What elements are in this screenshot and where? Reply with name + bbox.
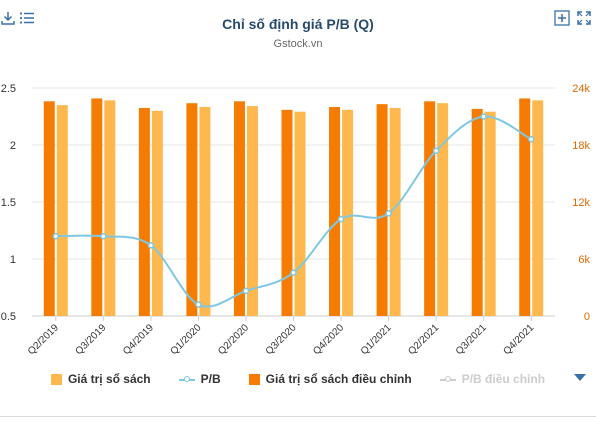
bar-book-value <box>294 111 306 316</box>
download-icon[interactable] <box>0 10 16 26</box>
legend: Giá trị sổ sách P/B Giá trị sổ sách điều c… <box>0 372 596 386</box>
bar-adjusted-book-value <box>186 103 198 316</box>
bar-book-value <box>342 109 354 316</box>
legend-item[interactable]: Giá trị sổ sách <box>50 372 151 386</box>
pb-point <box>242 287 250 295</box>
bar-adjusted-book-value <box>43 101 55 316</box>
x-axis-tick-label: Q2/2021 <box>406 322 441 357</box>
bar-adjusted-book-value <box>424 101 436 316</box>
left-axis-tick-label: 0.5 <box>1 311 16 323</box>
legend-swatch <box>248 373 260 385</box>
divider <box>0 416 596 417</box>
x-axis-tick-label: Q4/2021 <box>501 322 536 357</box>
right-axis-tick-label: 24k <box>572 83 590 95</box>
right-axis-tick-label: 18k <box>572 140 590 152</box>
right-axis-tick-label: 6k <box>578 254 590 266</box>
bar-adjusted-book-value <box>233 101 245 316</box>
chart-area: 0.5 1 1.5 2 2.5 0 6k 12k 18k 24k Q2/2019 Q3/2019 Q4/… <box>1 83 591 357</box>
bar-adjusted-book-value <box>376 104 388 317</box>
bar-book-value <box>246 106 258 316</box>
fullscreen-icon[interactable] <box>576 10 592 26</box>
bar-adjusted-book-value <box>329 107 341 316</box>
x-axis-tick-label: Q2/2019 <box>26 322 61 357</box>
x-axis-tick-label: Q4/2020 <box>311 322 346 357</box>
pb-point <box>100 232 107 240</box>
bar-adjusted-book-value <box>91 98 103 316</box>
legend-next-icon[interactable] <box>574 374 586 381</box>
bar-book-value <box>56 105 68 316</box>
bar-adjusted-book-value <box>471 108 483 317</box>
bar-book-value <box>437 103 449 316</box>
legend-label: Giá trị sổ sách <box>67 372 151 386</box>
pb-point <box>480 113 487 120</box>
x-axis-tick-label: Q4/2019 <box>121 322 156 357</box>
toolbar-right <box>554 10 592 26</box>
pb-point <box>290 269 297 276</box>
legend-item[interactable]: P/B điều chỉnh <box>439 372 546 386</box>
x-axis-tick-label: Q3/2021 <box>454 322 489 357</box>
x-axis-tick-label: Q3/2020 <box>264 322 299 357</box>
toolbar-left <box>0 10 35 26</box>
x-axis-tick-label: Q1/2021 <box>359 322 394 357</box>
pb-point <box>432 147 440 154</box>
bar-book-value <box>104 100 116 316</box>
pb-point <box>195 301 202 308</box>
bar-book-value <box>484 111 496 316</box>
chart-subtitle: Gstock.vn <box>273 38 323 50</box>
right-axis-tick-label: 0 <box>584 311 590 323</box>
bar-book-value <box>151 110 163 316</box>
pb-point <box>527 136 535 143</box>
legend-item[interactable]: P/B <box>178 372 221 386</box>
left-axis-tick-label: 1.5 <box>1 197 16 209</box>
legend-label: P/B điều chỉnh <box>461 372 546 386</box>
legend-item[interactable]: Giá trị sổ sách điều chỉnh <box>248 372 412 386</box>
chart-title: Chỉ số định giá P/B (Q) <box>222 16 374 32</box>
left-axis-tick-label: 2.5 <box>1 83 16 95</box>
x-axis-tick-label: Q3/2019 <box>74 322 109 357</box>
x-axis-tick-label: Q2/2020 <box>216 322 251 357</box>
legend-label: P/B <box>200 372 221 386</box>
add-icon[interactable] <box>554 10 570 26</box>
pb-point <box>52 232 60 240</box>
bar-book-value <box>532 100 544 316</box>
bar-book-value <box>389 107 401 316</box>
legend-line-icon <box>178 374 195 385</box>
legend-line-icon <box>439 374 456 385</box>
pb-point <box>147 242 155 249</box>
pb-point <box>385 210 392 217</box>
bar-adjusted-book-value <box>281 109 293 316</box>
legend-swatch <box>50 373 62 385</box>
left-axis-tick-label: 1 <box>10 254 16 266</box>
right-axis-tick-label: 12k <box>572 197 590 209</box>
bar-adjusted-book-value <box>519 98 531 316</box>
x-axis-tick-label: Q1/2020 <box>169 322 204 357</box>
bar-book-value <box>199 107 211 316</box>
legend-label: Giá trị sổ sách điều chỉnh <box>265 372 412 386</box>
bar-adjusted-book-value <box>138 107 150 316</box>
left-axis-tick-label: 2 <box>10 140 16 152</box>
pb-point <box>337 215 345 223</box>
menu-icon[interactable] <box>19 10 35 26</box>
